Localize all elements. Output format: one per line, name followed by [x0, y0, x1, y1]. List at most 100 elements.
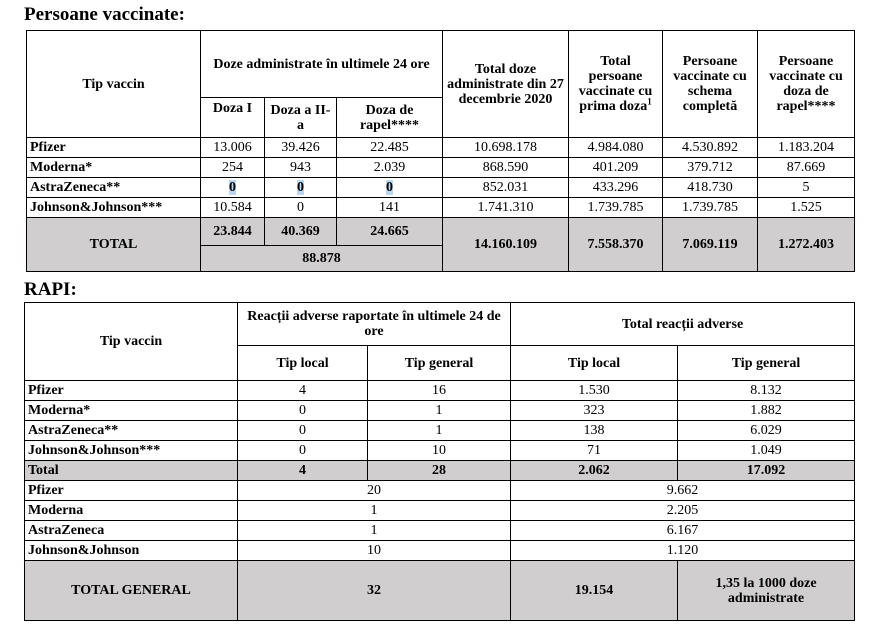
cell-r: 0	[336, 177, 443, 198]
rapi-header-local-24h: Tip local	[237, 345, 368, 381]
cell-booster: 5	[757, 177, 855, 198]
cell-booster: 87.669	[757, 157, 855, 178]
total-all-doses: 14.160.109	[442, 217, 569, 272]
rapi-total-general: 17.092	[677, 460, 856, 481]
cell-booster: 1.183.204	[757, 137, 855, 158]
cell-sum-24h: 20	[236, 480, 512, 501]
cell-lt: 71	[510, 440, 679, 461]
rapi-header-general-24h: Tip general	[366, 345, 512, 381]
cell-gt: 8.132	[677, 380, 856, 401]
total-first-dose: 7.558.370	[568, 217, 663, 272]
vaccinated-title: Persoane vaccinate:	[24, 4, 185, 25]
total-booster: 24.665	[336, 217, 443, 246]
cell-first: 433.296	[568, 177, 663, 198]
cell-sum-24h: 1	[236, 520, 512, 541]
total-booster-people: 1.272.403	[757, 217, 855, 272]
cell-sum-total: 1.120	[510, 540, 856, 561]
rapi-total-general-24h: 28	[366, 460, 512, 481]
header-doses-24h: Doze administrate în ultimele 24 ore	[200, 30, 443, 98]
header-first-dose-text: Total persoane vaccinate cu prima doza	[578, 54, 653, 114]
cell-g24: 10	[366, 440, 512, 461]
cell-l24: 0	[237, 400, 368, 421]
table-row: Pfizer 20 9.662	[24, 480, 856, 501]
header-dose1: Doza I	[200, 97, 265, 138]
cell-gt: 6.029	[677, 420, 856, 441]
cell-first: 401.209	[568, 157, 663, 178]
table-row: Moderna 1 2.205	[24, 500, 856, 521]
total-complete: 7.069.119	[662, 217, 758, 272]
cell-r: 22.485	[336, 137, 443, 158]
table-row: Moderna* 0 1 323 1.882	[24, 400, 856, 421]
rapi-total-local: 2.062	[510, 460, 679, 481]
grand-total-rate: 1,35 la 1000 doze administrate	[677, 560, 856, 621]
cell-complete: 418.730	[662, 177, 758, 198]
cell-total: 1.741.310	[442, 197, 569, 218]
cell-gt: 1.049	[677, 440, 856, 461]
cell-d2-value: 0	[297, 180, 304, 195]
cell-sum-total: 2.205	[510, 500, 856, 521]
rapi-header-general-total: Tip general	[677, 345, 856, 381]
cell-g24: 16	[366, 380, 512, 401]
table-row: AstraZeneca 1 6.167	[24, 520, 856, 541]
cell-l24: 0	[237, 440, 368, 461]
cell-sum-total: 9.662	[510, 480, 856, 501]
header-vaccine-type: Tip vaccin	[26, 30, 201, 138]
rapi-total-label: Total	[24, 460, 238, 481]
table-row: Johnson&Johnson*** 10.584 0 141 1.741.310 1.…	[26, 197, 855, 218]
grand-total-24h: 32	[236, 560, 512, 621]
cell-d1-value: 0	[229, 180, 236, 195]
table-row: AstraZeneca** 0 1 138 6.029	[24, 420, 856, 441]
rapi-total-local-24h: 4	[237, 460, 368, 481]
cell-total: 10.698.178	[442, 137, 569, 158]
header-first-dose: Total persoane vaccinate cu prima doza1	[568, 30, 663, 138]
cell-d2: 943	[264, 157, 337, 178]
cell-vaccine-name: Moderna	[24, 500, 238, 521]
cell-sum-24h: 10	[236, 540, 512, 561]
rapi-title: RAPI:	[24, 279, 77, 300]
cell-vaccine-name: Moderna*	[26, 157, 201, 178]
cell-d1: 0	[200, 177, 265, 198]
table-row: Johnson&Johnson 10 1.120	[24, 540, 856, 561]
cell-g24: 1	[366, 400, 512, 421]
header-dose2: Doza a II-a	[264, 97, 337, 138]
cell-d2: 0	[264, 177, 337, 198]
cell-complete: 379.712	[662, 157, 758, 178]
cell-d1: 13.006	[200, 137, 265, 158]
header-booster-people: Persoane vaccinate cu doza de rapel****	[757, 30, 855, 138]
table-row: Pfizer 13.006 39.426 22.485 10.698.178 4.984…	[26, 137, 855, 158]
cell-lt: 323	[510, 400, 679, 421]
rapi-header-vaccine-type: Tip vaccin	[24, 302, 238, 381]
cell-vaccine-name: AstraZeneca	[24, 520, 238, 541]
cell-gt: 1.882	[677, 400, 856, 421]
cell-l24: 4	[237, 380, 368, 401]
table-row: Pfizer 4 16 1.530 8.132	[24, 380, 856, 401]
cell-lt: 138	[510, 420, 679, 441]
cell-d1: 10.584	[200, 197, 265, 218]
table-row: AstraZeneca** 0 0 0 852.031 433.296 418.730 5	[26, 177, 855, 198]
cell-vaccine-name: Pfizer	[24, 480, 238, 501]
cell-complete: 4.530.892	[662, 137, 758, 158]
table-row: Johnson&Johnson*** 0 10 71 1.049	[24, 440, 856, 461]
cell-d1: 254	[200, 157, 265, 178]
cell-vaccine-name: Moderna*	[24, 400, 238, 421]
cell-d2: 39.426	[264, 137, 337, 158]
cell-g24: 1	[366, 420, 512, 441]
rapi-table: Tip vaccin Reacții adverse raportate în …	[24, 302, 856, 621]
cell-vaccine-name: Johnson&Johnson***	[24, 440, 238, 461]
total-dose1: 23.844	[200, 217, 265, 246]
footnote-marker: 1	[647, 96, 652, 107]
vaccinated-table: Tip vaccin Doze administrate în ultimele…	[26, 30, 855, 272]
cell-first: 1.739.785	[568, 197, 663, 218]
table-row: Moderna* 254 943 2.039 868.590 401.209 379.71…	[26, 157, 855, 178]
cell-sum-24h: 1	[236, 500, 512, 521]
cell-l24: 0	[237, 420, 368, 441]
cell-vaccine-name: Pfizer	[26, 137, 201, 158]
cell-lt: 1.530	[510, 380, 679, 401]
grand-total-label: TOTAL GENERAL	[24, 560, 238, 621]
cell-d2: 0	[264, 197, 337, 218]
cell-r: 141	[336, 197, 443, 218]
cell-total: 868.590	[442, 157, 569, 178]
header-complete: Persoane vaccinate cu schema completă	[662, 30, 758, 138]
cell-r: 2.039	[336, 157, 443, 178]
cell-vaccine-name: Pfizer	[24, 380, 238, 401]
